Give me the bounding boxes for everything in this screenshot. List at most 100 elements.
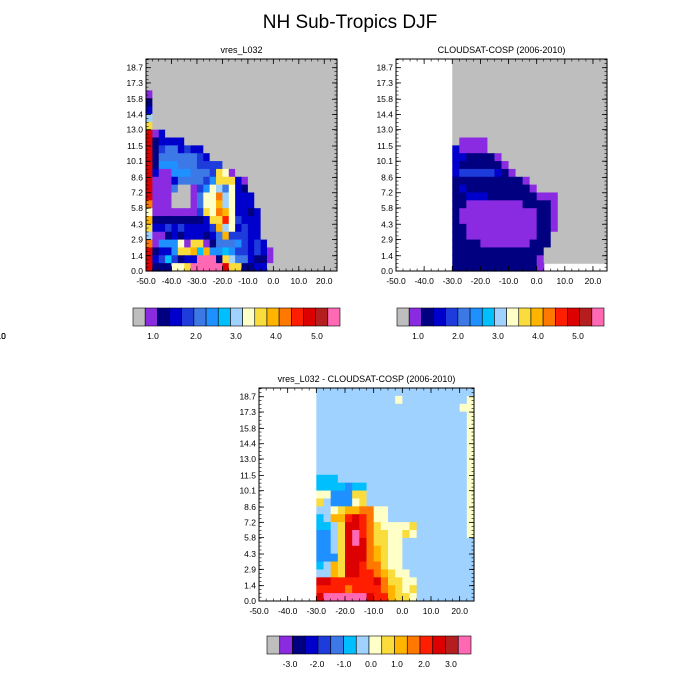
heatmap-cell xyxy=(402,443,411,452)
heatmap-cell xyxy=(564,168,573,178)
heatmap-cell xyxy=(466,74,474,84)
heatmap-cell xyxy=(152,82,160,92)
heatmap-cell xyxy=(480,168,489,178)
heatmap-cell xyxy=(501,137,510,146)
heatmap-cell xyxy=(279,113,287,123)
heatmap-cell xyxy=(330,482,339,492)
heatmap-cell xyxy=(550,106,559,115)
heatmap-cell xyxy=(473,121,481,131)
heatmap-cell xyxy=(466,153,474,162)
heatmap-cell xyxy=(305,176,313,186)
heatmap-cell xyxy=(402,530,411,539)
heatmap-cell xyxy=(359,451,368,460)
heatmap-cell xyxy=(279,59,287,68)
heatmap-cell xyxy=(222,98,230,107)
heatmap-cell xyxy=(247,82,255,92)
heatmap-cell xyxy=(222,82,230,92)
heatmap-cell xyxy=(543,216,552,225)
heatmap-cell xyxy=(254,59,262,68)
heatmap-cell xyxy=(466,506,475,515)
heatmap-cell xyxy=(416,585,425,594)
heatmap-cell xyxy=(241,90,249,99)
heatmap-cell xyxy=(494,200,503,209)
x-tick-label: 10.0 xyxy=(291,276,308,286)
colorbar-swatch xyxy=(132,307,146,327)
heatmap-cell xyxy=(266,153,274,162)
heatmap-cell xyxy=(286,137,294,146)
heatmap-cell xyxy=(564,106,573,115)
heatmap-cell xyxy=(423,403,432,413)
heatmap-cell xyxy=(536,208,545,217)
heatmap-cell xyxy=(298,263,306,272)
heatmap-cell xyxy=(585,90,594,99)
heatmap-cell xyxy=(501,231,510,241)
heatmap-cell xyxy=(235,74,243,84)
heatmap-cell xyxy=(311,247,319,256)
heatmap-cell xyxy=(459,403,468,413)
heatmap-cell xyxy=(480,200,489,209)
heatmap-cell xyxy=(158,223,166,233)
heatmap-cell xyxy=(305,216,313,225)
heatmap-cell xyxy=(324,168,332,178)
heatmap-cell xyxy=(508,168,517,178)
heatmap-cell xyxy=(345,388,353,397)
heatmap-cell xyxy=(146,216,153,225)
heatmap-cell xyxy=(254,231,262,241)
heatmap-cell xyxy=(222,231,230,241)
heatmap-cell xyxy=(431,561,439,571)
heatmap-cell xyxy=(480,255,489,264)
heatmap-cell xyxy=(380,435,389,444)
colorbar-swatch xyxy=(205,307,219,327)
heatmap-cell xyxy=(235,90,243,99)
heatmap-cell xyxy=(292,66,300,76)
heatmap-cell xyxy=(366,593,375,602)
heatmap-cell xyxy=(395,545,403,555)
heatmap-cell xyxy=(254,90,262,99)
heatmap-cell xyxy=(235,129,243,139)
heatmap-cell xyxy=(158,247,166,256)
heatmap-cell xyxy=(286,255,294,264)
heatmap-cell xyxy=(564,74,573,84)
y-tick-label: 15.8 xyxy=(376,94,393,104)
heatmap-cell xyxy=(323,459,332,468)
heatmap-cell xyxy=(209,113,217,123)
heatmap-cell xyxy=(466,427,475,436)
heatmap-cell xyxy=(279,106,287,115)
heatmap-cell xyxy=(473,98,481,107)
heatmap-cell xyxy=(480,113,489,123)
heatmap-cell xyxy=(487,121,496,131)
heatmap-cell xyxy=(423,474,432,484)
heatmap-cell xyxy=(445,593,454,602)
heatmap-cell xyxy=(501,74,510,84)
heatmap-cell xyxy=(311,200,319,209)
heatmap-cell xyxy=(395,593,403,602)
heatmap-cell xyxy=(298,106,306,115)
heatmap-cell xyxy=(209,66,217,76)
heatmap-cell xyxy=(578,137,587,146)
heatmap-cell xyxy=(279,184,287,194)
heatmap-cell xyxy=(209,263,217,272)
x-tick-label: 20.0 xyxy=(585,276,602,286)
heatmap-cell xyxy=(373,482,382,492)
heatmap-cell xyxy=(216,161,223,170)
heatmap-cell xyxy=(216,231,223,241)
heatmap-cell xyxy=(352,443,360,452)
heatmap-cell xyxy=(196,82,204,92)
heatmap-cell xyxy=(273,223,281,233)
heatmap-cell xyxy=(459,263,467,272)
heatmap-cell xyxy=(279,168,287,178)
colorbar-swatch xyxy=(157,307,170,327)
heatmap-cell xyxy=(146,66,153,76)
heatmap-cell xyxy=(266,145,274,154)
heatmap-cell xyxy=(171,255,179,264)
heatmap-cell xyxy=(494,113,503,123)
colorbar-label: 5.0 xyxy=(311,331,323,341)
y-tick-label: 11.5 xyxy=(377,141,393,151)
heatmap-cell xyxy=(522,223,531,233)
heatmap-cell xyxy=(228,216,236,225)
heatmap-cell xyxy=(416,561,425,571)
heatmap-cell xyxy=(152,121,160,131)
panel-model: vres_L032-50.0 -40.0 -30.0 -20.0 -10.0 0.0 10.… xyxy=(126,45,338,286)
heatmap-cell xyxy=(459,435,468,444)
heatmap-cell xyxy=(459,66,467,76)
